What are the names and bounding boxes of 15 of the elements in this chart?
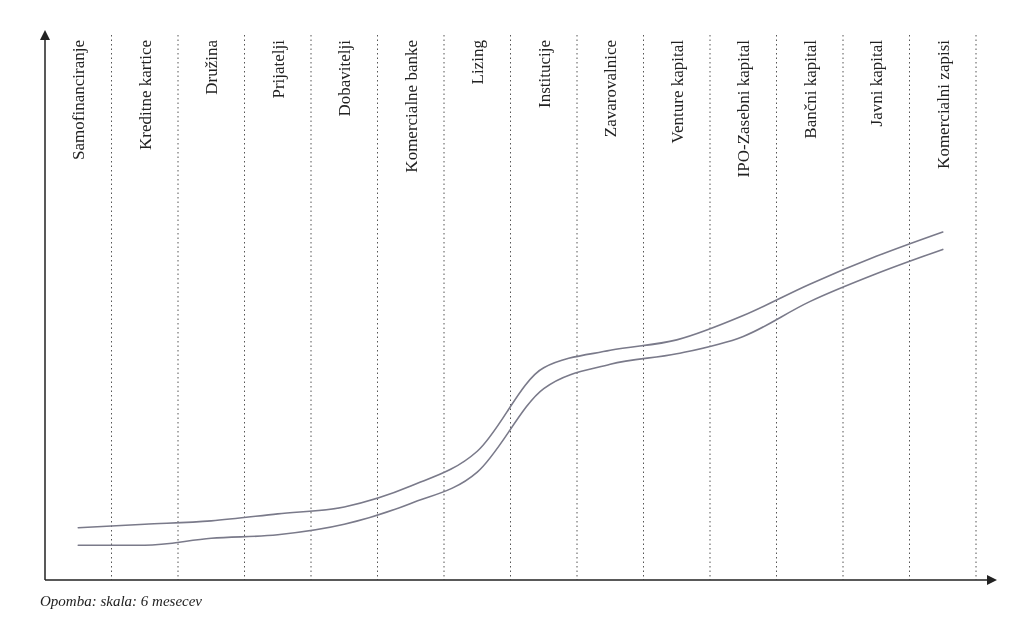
x-tick-label: Samofinanciranje <box>69 40 89 160</box>
x-tick-label: IPO-Zasebni kapital <box>734 39 754 178</box>
x-tick-label: Institucije <box>534 40 554 108</box>
x-tick-label: Prijatelji <box>268 39 288 99</box>
x-tick-label: Javni kapital <box>867 39 887 127</box>
x-tick-label: Lizing <box>468 39 488 85</box>
x-tick-label: Kreditne kartice <box>135 40 155 150</box>
x-tick-label: Venture kapital <box>667 39 687 144</box>
x-tick-label: Dobavitelji <box>335 39 355 117</box>
text: Opomba: skala: 6 mesecev <box>40 593 203 609</box>
x-tick-label: Družina <box>202 39 222 95</box>
x-tick-label: Komercialni zapisi <box>933 39 953 169</box>
x-tick-label: Zavarovalnice <box>601 40 621 138</box>
x-tick-label: Komercialne banke <box>401 40 421 173</box>
x-tick-label: Bančni kapital <box>800 39 820 139</box>
